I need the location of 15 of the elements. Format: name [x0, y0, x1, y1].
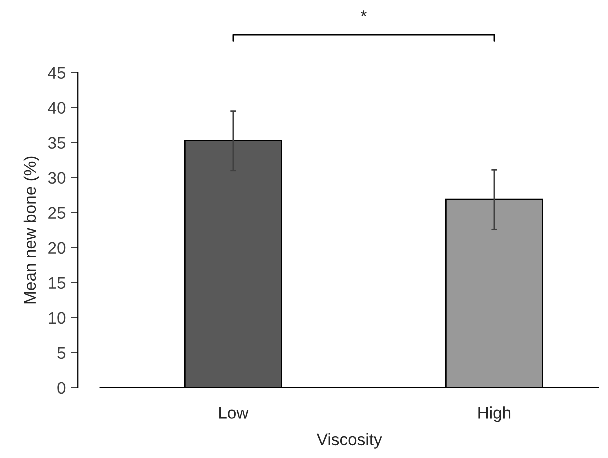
- y-tick-label: 0: [58, 382, 66, 394]
- y-tick-label: 25: [48, 207, 66, 220]
- text: *: [360, 10, 367, 16]
- x-tick-label: High: [478, 406, 511, 422]
- x-tick-label: Low: [220, 407, 249, 419]
- y-tick-label: 20: [48, 242, 66, 254]
- y-tick-label: 45: [48, 67, 66, 80]
- y-tick-label: 30: [48, 172, 66, 184]
- y-tick-label: 10: [49, 312, 66, 324]
- y-tick-label: 5: [58, 347, 66, 360]
- x-axis-title: Viscosity: [316, 433, 382, 449]
- y-axis-title: Mean new bone (%): [24, 156, 40, 304]
- y-tick-label: 40: [48, 102, 66, 114]
- y-tick-label: 35: [48, 137, 66, 150]
- y-tick-label: 15: [49, 277, 66, 290]
